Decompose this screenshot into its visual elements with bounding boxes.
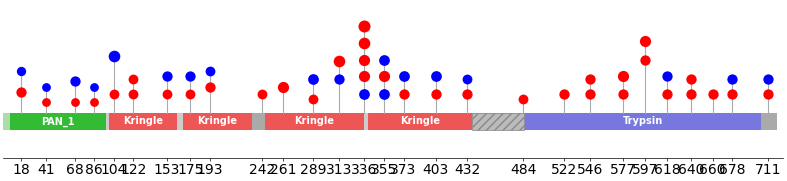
Point <box>685 77 697 80</box>
Bar <box>3 113 10 130</box>
Text: Kringle: Kringle <box>198 116 237 126</box>
Point <box>15 90 28 93</box>
Bar <box>10 113 106 130</box>
Point <box>357 42 370 45</box>
Point <box>357 58 370 61</box>
Point <box>39 100 52 103</box>
Bar <box>761 113 778 130</box>
Bar <box>472 113 524 130</box>
Bar <box>3 113 778 130</box>
Bar <box>183 113 252 130</box>
Text: Trypsin: Trypsin <box>623 116 663 126</box>
Point <box>584 93 597 96</box>
Point <box>161 93 173 96</box>
Text: PAN_1: PAN_1 <box>42 116 75 127</box>
Point <box>333 60 345 63</box>
Point <box>584 77 597 80</box>
Point <box>617 75 630 78</box>
Point <box>517 98 530 101</box>
Point <box>333 77 345 80</box>
Point <box>184 75 197 78</box>
Point <box>276 85 289 88</box>
Point <box>88 85 101 88</box>
Point <box>203 70 216 73</box>
Point <box>430 93 442 96</box>
Bar <box>472 113 524 130</box>
Bar <box>252 113 264 130</box>
Point <box>39 85 52 88</box>
Point <box>461 93 474 96</box>
Point <box>68 100 81 103</box>
Point <box>617 93 630 96</box>
Point <box>127 77 139 80</box>
Point <box>357 93 370 96</box>
Point <box>661 75 674 78</box>
Bar <box>524 113 761 130</box>
Text: Kringle: Kringle <box>401 116 440 126</box>
Point <box>430 75 442 78</box>
Point <box>15 70 28 73</box>
Point <box>357 75 370 78</box>
Point <box>761 93 774 96</box>
Bar <box>109 113 177 130</box>
Point <box>685 93 697 96</box>
Point <box>307 77 320 80</box>
Point <box>397 93 410 96</box>
Text: Kringle: Kringle <box>294 116 334 126</box>
Point <box>726 77 738 80</box>
Point <box>307 98 320 101</box>
Point <box>88 100 101 103</box>
Point <box>203 85 216 88</box>
Point <box>108 93 120 96</box>
Point <box>397 75 410 78</box>
Point <box>558 93 571 96</box>
Point <box>184 93 197 96</box>
Point <box>461 77 474 80</box>
Point <box>378 75 390 78</box>
Point <box>707 93 719 96</box>
Bar <box>368 113 472 130</box>
Point <box>638 58 651 61</box>
Point <box>357 24 370 27</box>
Point <box>638 39 651 42</box>
Point <box>661 93 674 96</box>
Point <box>378 93 390 96</box>
Point <box>127 93 139 96</box>
Point <box>378 58 390 61</box>
Point <box>256 93 268 96</box>
Point <box>108 55 120 58</box>
Point <box>161 75 173 78</box>
Bar <box>264 113 364 130</box>
Text: Kringle: Kringle <box>124 116 164 126</box>
Point <box>761 77 774 80</box>
Point <box>68 80 81 83</box>
Point <box>726 93 738 96</box>
